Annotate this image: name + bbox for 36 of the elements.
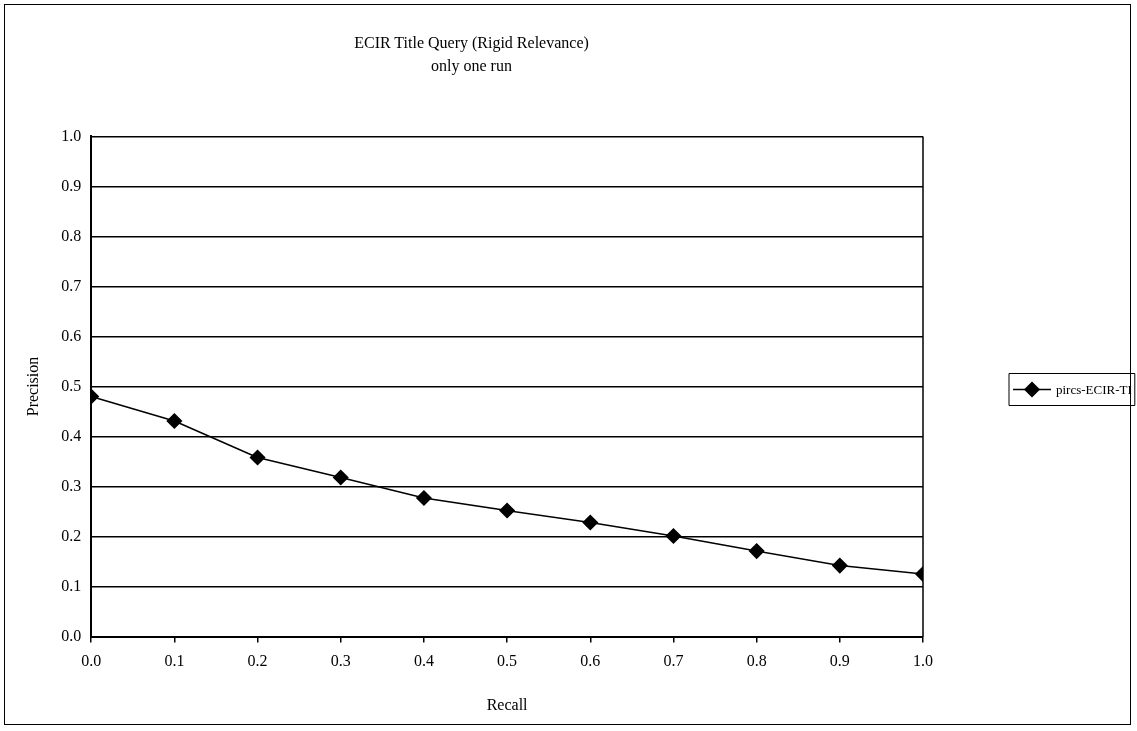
x-tick-label: 0.0 (81, 652, 102, 670)
x-tick-label: 0.9 (829, 652, 850, 670)
y-tick-label: 0.0 (61, 626, 82, 644)
point (832, 557, 848, 574)
x-tick-label: 0.5 (497, 652, 518, 670)
y-tick-label: 0.3 (61, 476, 82, 494)
y-tick-label: 0.9 (61, 176, 82, 194)
point (665, 528, 682, 544)
x-tick-label: 0.4 (413, 652, 434, 670)
y-tick-label: 0.6 (61, 326, 82, 344)
x-tick-label: 0.1 (164, 652, 185, 670)
legend-label: pircs-ECIR-TI (1056, 381, 1132, 397)
chart-subtitle: only one run (431, 57, 512, 75)
x-tick-label: 0.3 (330, 652, 351, 670)
point (332, 469, 349, 486)
x-tick-label: 0.7 (663, 652, 684, 670)
y-tick-label: 0.5 (61, 376, 82, 394)
point (166, 413, 183, 429)
y-tick-label: 1.0 (61, 126, 82, 144)
x-tick-label: 0.6 (580, 652, 601, 670)
x-tick-label: 1.0 (913, 652, 933, 670)
y-axis-title: Precision (23, 356, 41, 417)
x-tick-label: 0.2 (247, 652, 268, 670)
y-tick-label: 0.2 (61, 526, 82, 544)
chart-title: ECIR Title Query (Rigid Relevance) (354, 33, 589, 52)
point (582, 514, 599, 531)
y-tick-label: 0.8 (61, 226, 82, 244)
y-tick-label: 0.7 (61, 276, 82, 294)
y-tick-label: 0.1 (61, 576, 82, 594)
point (499, 502, 515, 519)
x-tick-label: 0.8 (746, 652, 767, 670)
point (748, 543, 765, 559)
point (249, 449, 266, 466)
y-tick-label: 0.4 (61, 426, 82, 444)
x-axis-title: Recall (486, 695, 529, 713)
point (416, 490, 432, 506)
